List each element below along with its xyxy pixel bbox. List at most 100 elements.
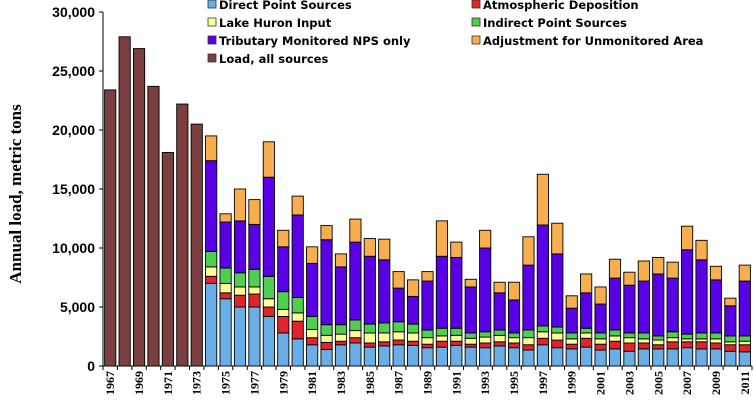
bar-segment-direct-point-sources	[219, 298, 232, 367]
bar-segment-adjustment-for-unmonitored-area	[407, 279, 420, 297]
bar-segment-indirect-point-sources	[306, 315, 319, 330]
bar-segment-direct-point-sources	[608, 348, 622, 367]
x-tick-label: 1999	[565, 371, 579, 395]
bar-segment-atmospheric-deposition	[695, 341, 708, 350]
bar-segment-lake-huron-input	[248, 286, 261, 295]
bar-segment-tributary-monitored-nps-only	[450, 256, 463, 329]
bar-segment-adjustment-for-unmonitored-area	[681, 225, 694, 251]
bar-segment-atmospheric-deposition	[435, 340, 448, 348]
bar-segment-direct-point-sources	[681, 347, 694, 367]
bar-segment-direct-point-sources	[363, 346, 376, 367]
bar-segment-direct-point-sources	[623, 350, 636, 367]
bar-segment-indirect-point-sources	[594, 332, 607, 340]
bar-segment-direct-point-sources	[724, 350, 737, 367]
bar-segment-direct-point-sources	[580, 346, 593, 367]
bar-segment-indirect-point-sources	[565, 332, 578, 340]
bar-segment-load-all-sources	[161, 151, 174, 367]
bar-segment-tributary-monitored-nps-only	[233, 220, 247, 274]
legend-swatch	[207, 0, 217, 9]
bar-segment-load-all-sources	[132, 48, 146, 367]
bar-segment-direct-point-sources	[464, 346, 477, 367]
bar-segment-tributary-monitored-nps-only	[565, 307, 578, 334]
bar-segment-direct-point-sources	[565, 348, 578, 367]
bar-segment-lake-huron-input	[652, 339, 665, 346]
bar-segment-indirect-point-sources	[522, 329, 535, 339]
bar-segment-indirect-point-sources	[435, 327, 448, 337]
bar-segment-atmospheric-deposition	[277, 315, 290, 334]
bar-segment-adjustment-for-unmonitored-area	[205, 135, 218, 162]
bar-segment-atmospheric-deposition	[306, 337, 319, 346]
legend-entry: Lake Huron Input	[219, 16, 332, 30]
y-tick-label: 10,000	[52, 240, 95, 256]
bar-segment-indirect-point-sources	[320, 324, 333, 336]
bar-segment-direct-point-sources	[551, 347, 564, 367]
bar-segment-adjustment-for-unmonitored-area	[507, 281, 521, 301]
bar-segment-lake-huron-input	[219, 282, 232, 294]
bar-segment-indirect-point-sources	[233, 272, 247, 288]
bar-segment-adjustment-for-unmonitored-area	[522, 236, 535, 266]
bar-segment-adjustment-for-unmonitored-area	[695, 239, 708, 261]
x-tick-label: 1987	[392, 371, 406, 395]
x-tick-label: 1983	[334, 371, 348, 395]
bar-segment-atmospheric-deposition	[580, 337, 593, 348]
bar-segment-adjustment-for-unmonitored-area	[320, 225, 333, 241]
bar-segment-indirect-point-sources	[666, 331, 679, 339]
x-tick-label: 2009	[709, 371, 723, 395]
bar-segment-adjustment-for-unmonitored-area	[580, 273, 593, 294]
bar-segment-indirect-point-sources	[291, 297, 304, 314]
bar-segment-tributary-monitored-nps-only	[219, 221, 232, 269]
bar-segment-adjustment-for-unmonitored-area	[219, 213, 232, 223]
bar-segment-indirect-point-sources	[493, 329, 506, 336]
bar-segment-indirect-point-sources	[349, 319, 362, 332]
bar-segment-adjustment-for-unmonitored-area	[666, 261, 679, 279]
bar-segment-atmospheric-deposition	[551, 339, 564, 349]
bar-segment-atmospheric-deposition	[334, 340, 348, 346]
bar-segment-direct-point-sources	[637, 348, 650, 367]
bar-segment-atmospheric-deposition	[594, 343, 607, 351]
x-tick-label: 1973	[190, 371, 204, 395]
bar-segment-direct-point-sources	[349, 342, 362, 367]
bar-segment-indirect-point-sources	[450, 327, 463, 336]
bar-segment-atmospheric-deposition	[522, 344, 535, 351]
bar-segment-atmospheric-deposition	[565, 343, 578, 350]
bar-segment-indirect-point-sources	[407, 323, 420, 334]
bar-segment-direct-point-sources	[334, 344, 348, 367]
bar-segment-tributary-monitored-nps-only	[522, 264, 535, 331]
bar-segment-lake-huron-input	[580, 332, 593, 339]
bar-segment-adjustment-for-unmonitored-area	[464, 278, 477, 288]
bar-segment-indirect-point-sources	[205, 251, 218, 268]
bar-segment-tributary-monitored-nps-only	[507, 299, 521, 334]
bar-segment-indirect-point-sources	[262, 275, 275, 300]
bar-segment-adjustment-for-unmonitored-area	[709, 265, 723, 281]
bar-segment-atmospheric-deposition	[248, 293, 261, 308]
bar-segment-indirect-point-sources	[738, 335, 751, 342]
legend-entry: Atmospheric Deposition	[483, 0, 639, 12]
bar-segment-tributary-monitored-nps-only	[652, 273, 665, 337]
legend-swatch	[207, 17, 217, 27]
bar-segment-adjustment-for-unmonitored-area	[652, 256, 665, 275]
bar-segment-lake-huron-input	[291, 312, 304, 322]
bar-segment-direct-point-sources	[522, 349, 535, 367]
bar-segment-indirect-point-sources	[421, 329, 434, 339]
bar-segment-tributary-monitored-nps-only	[277, 246, 290, 293]
bar-segment-tributary-monitored-nps-only	[248, 223, 261, 270]
bar-segment-atmospheric-deposition	[262, 306, 275, 317]
bar-segment-indirect-point-sources	[637, 332, 650, 340]
bar-segment-lake-huron-input	[349, 330, 362, 339]
bar-segment-atmospheric-deposition	[349, 337, 362, 344]
bar-segment-adjustment-for-unmonitored-area	[378, 238, 391, 261]
bar-segment-direct-point-sources	[392, 344, 405, 367]
bar-segment-lake-huron-input	[666, 337, 679, 343]
bar-segment-tributary-monitored-nps-only	[378, 259, 391, 324]
bar-segment-lake-huron-input	[551, 332, 564, 341]
x-tick-label: 1995	[507, 371, 521, 395]
bar-segment-tributary-monitored-nps-only	[666, 277, 679, 333]
bar-segment-adjustment-for-unmonitored-area	[363, 238, 376, 257]
bar-segment-lake-huron-input	[421, 337, 434, 345]
bar-segment-tributary-monitored-nps-only	[709, 279, 723, 334]
x-tick-label: 1985	[363, 371, 377, 395]
bar-segment-load-all-sources	[118, 36, 131, 367]
bar-segment-adjustment-for-unmonitored-area	[724, 297, 737, 307]
legend-entry: Load, all sources	[219, 52, 328, 66]
